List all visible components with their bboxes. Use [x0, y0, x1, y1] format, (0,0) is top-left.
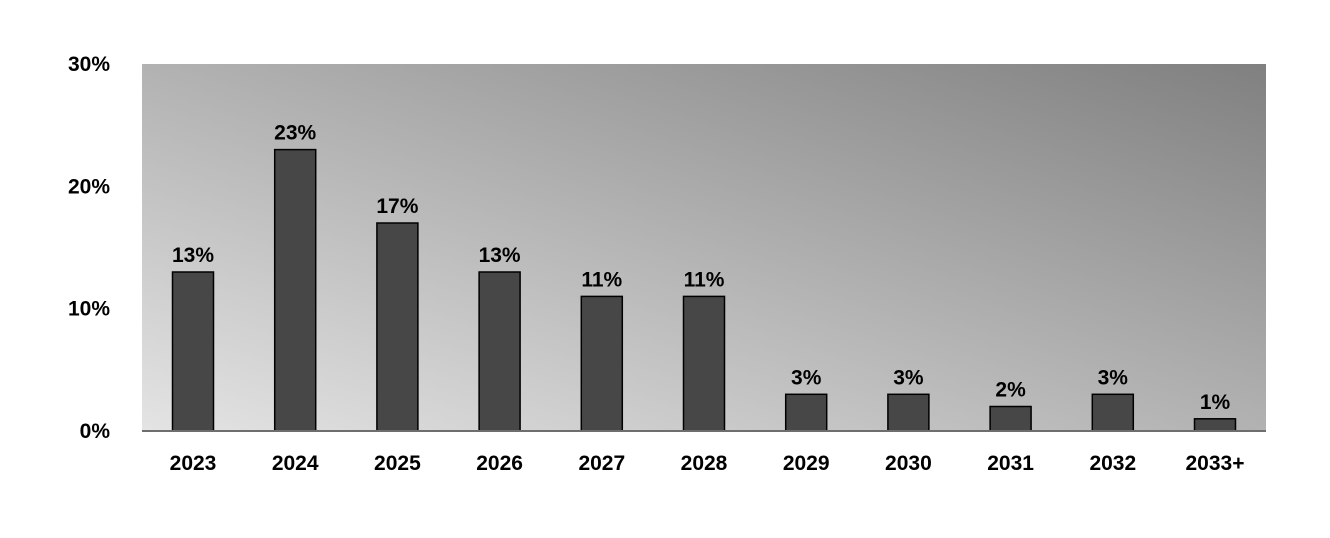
x-tick-label-2025: 2025 — [374, 452, 421, 475]
data-label-2028: 11% — [684, 268, 725, 291]
bar-2029 — [784, 393, 828, 432]
y-axis-tick-labels: 0% 10% 20% 30% — [68, 53, 110, 443]
x-tick-label-2030: 2030 — [885, 452, 932, 475]
data-label-2026: 13% — [479, 244, 521, 267]
y-tick-label-20: 20% — [68, 175, 110, 198]
data-label-2024: 23% — [274, 122, 316, 145]
x-tick-label-2033+: 2033+ — [1186, 452, 1245, 475]
x-tick-label-2026: 2026 — [476, 452, 523, 475]
data-label-2030: 3% — [893, 366, 924, 389]
x-tick-label-2031: 2031 — [987, 452, 1034, 475]
bar-2027 — [580, 295, 624, 432]
data-label-2025: 17% — [376, 195, 418, 218]
y-tick-label-30: 30% — [68, 53, 110, 76]
bar-2031 — [989, 405, 1032, 432]
bar-2033+ — [1193, 418, 1237, 432]
bar-2026 — [478, 271, 521, 432]
y-tick-label-0: 0% — [80, 420, 111, 443]
x-tick-label-2023: 2023 — [170, 452, 217, 475]
x-tick-label-2024: 2024 — [272, 452, 319, 475]
bars — [171, 148, 1237, 432]
bar-2030 — [887, 393, 930, 432]
data-label-2023: 13% — [172, 244, 214, 267]
x-axis-category-labels: 2023 2024 2025 2026 2027 2028 2029 2030 2031 2032… — [170, 452, 1245, 475]
bar-2024 — [273, 148, 317, 432]
bar-2023 — [171, 271, 215, 432]
data-label-2029: 3% — [791, 366, 822, 389]
data-labels: 13% 23% 17% 13% 11% 11% 3% 3% 2% 3% 1% — [172, 122, 1231, 414]
x-tick-label-2028: 2028 — [681, 452, 728, 475]
data-label-2033+: 1% — [1200, 391, 1231, 414]
data-label-2032: 3% — [1098, 366, 1129, 389]
data-label-2031: 2% — [995, 379, 1026, 402]
data-label-2027: 11% — [581, 268, 622, 291]
bar-2025 — [376, 222, 419, 432]
bar-2028 — [682, 295, 726, 432]
x-tick-label-2027: 2027 — [578, 452, 625, 475]
x-tick-label-2032: 2032 — [1089, 452, 1136, 475]
bar-2032 — [1091, 393, 1135, 432]
x-tick-label-2029: 2029 — [783, 452, 830, 475]
y-tick-label-10: 10% — [68, 298, 110, 321]
